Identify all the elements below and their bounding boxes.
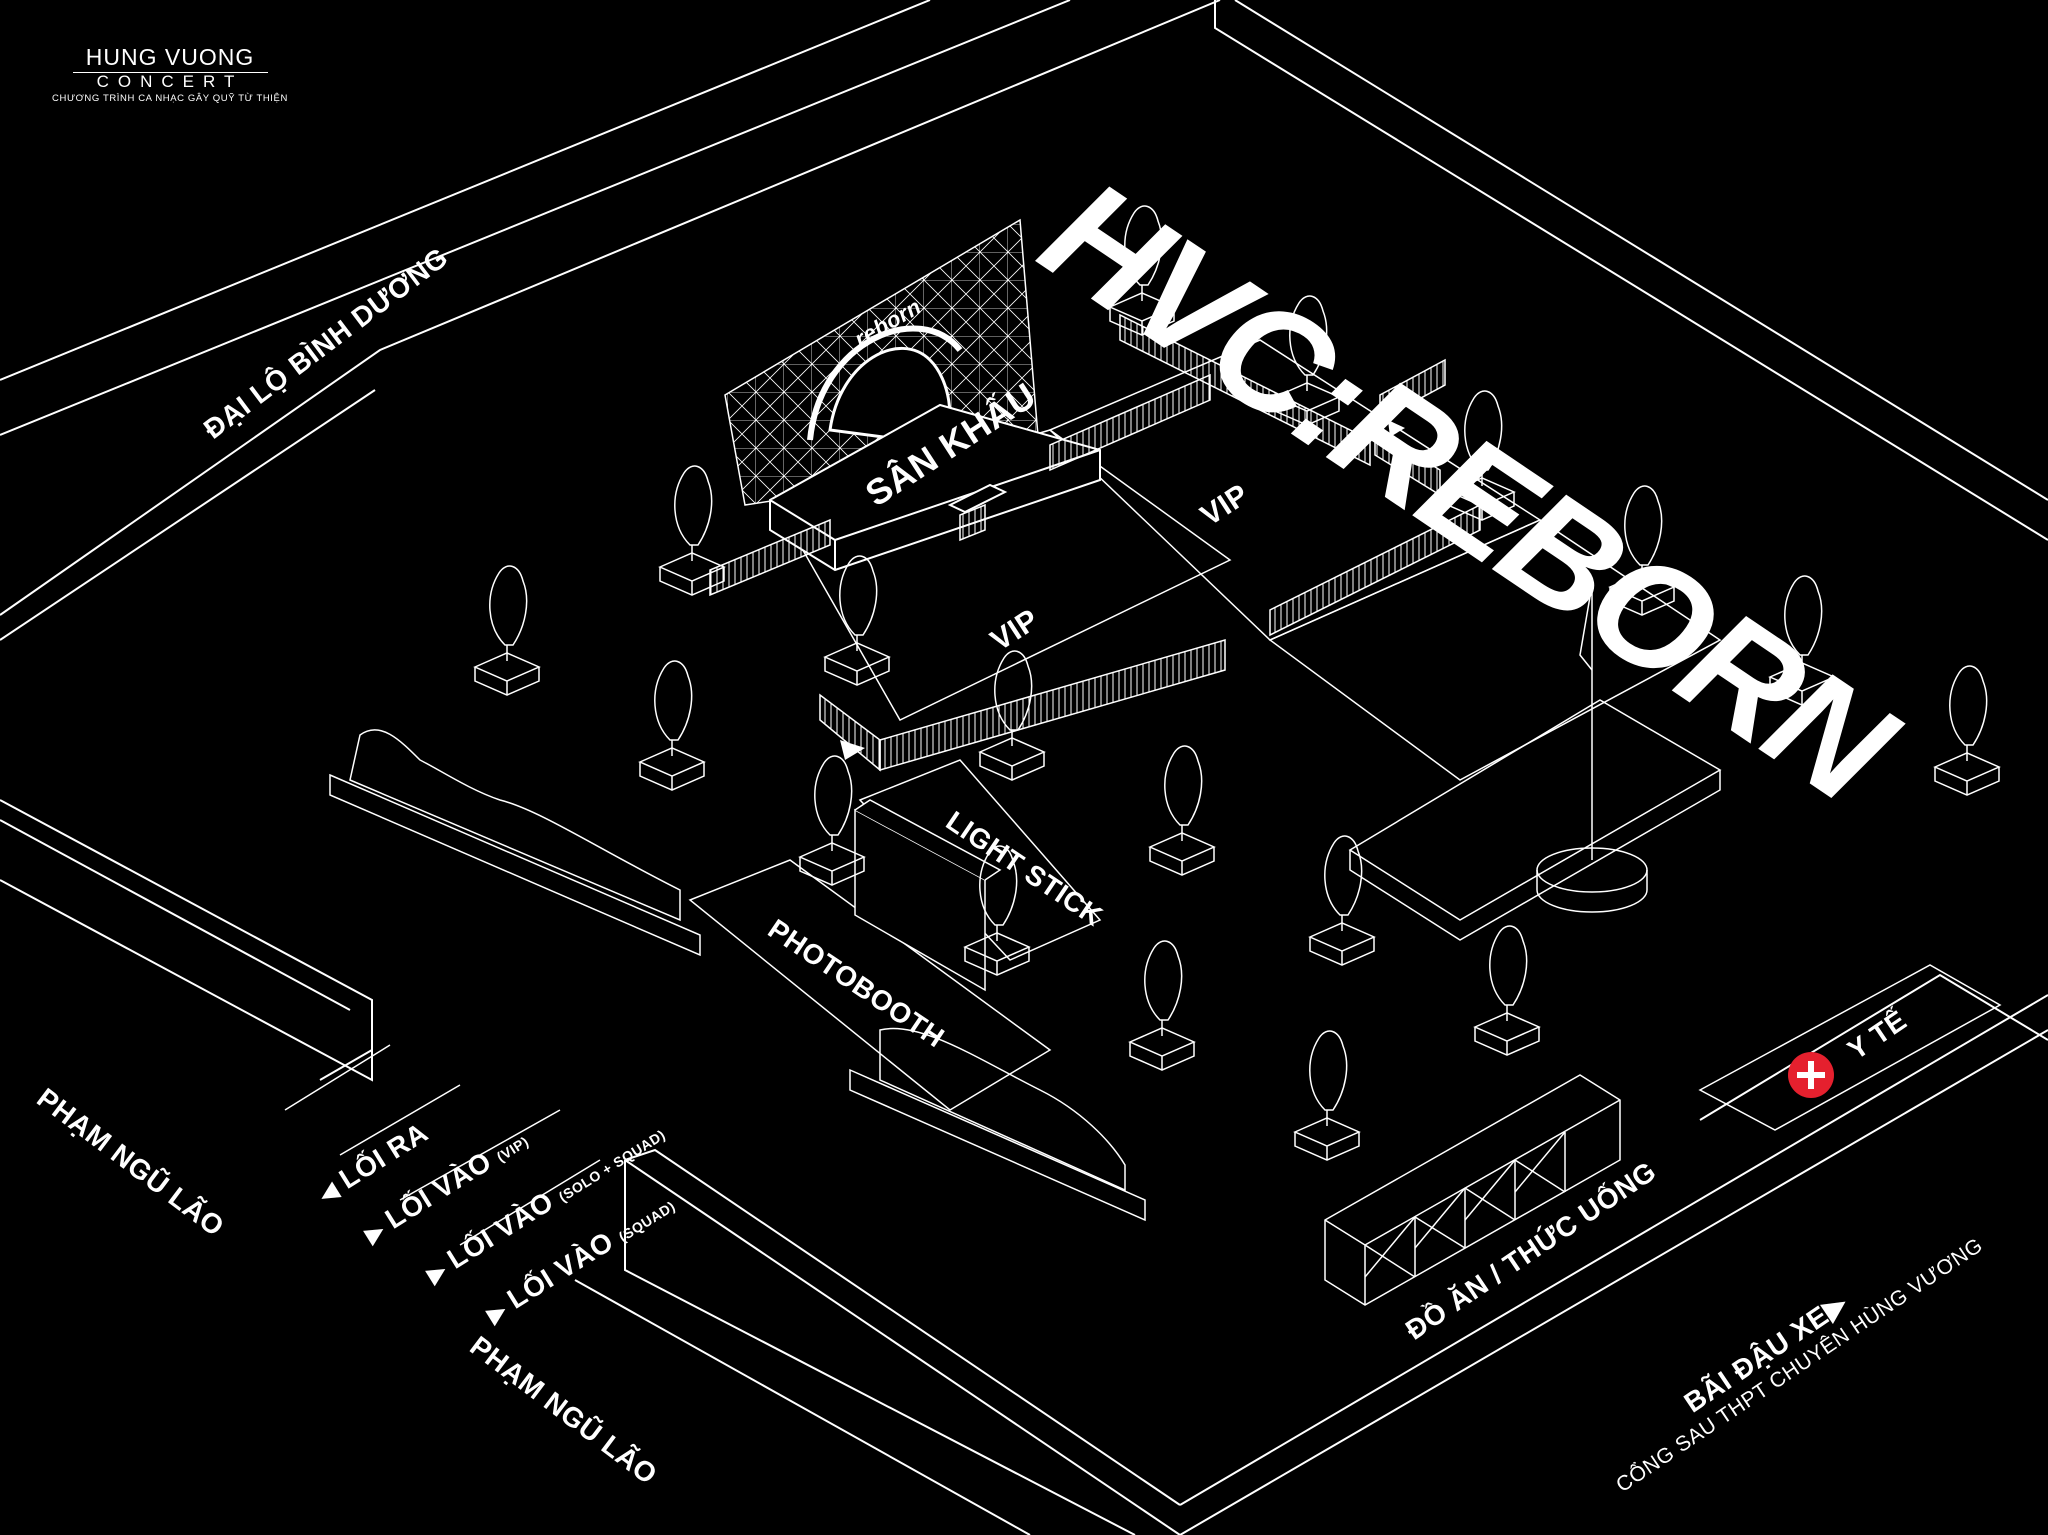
- logo-line1: HUNG VUONG: [85, 44, 255, 70]
- hung-vuong-concert-logo: HUNG VUONG CONCERT CHƯƠNG TRÌNH CA NHẠC …: [40, 44, 300, 104]
- stage-platform: [769, 403, 1101, 572]
- gate-dividers: [284, 1044, 601, 1246]
- logo-line3: CHƯƠNG TRÌNH CA NHẠC GÂY QUỸ TỪ THIỆN: [52, 93, 288, 104]
- medical-cross-icon: [1788, 1052, 1834, 1098]
- logo-line2: CONCERT: [96, 72, 244, 91]
- food-stalls: [1324, 1074, 1621, 1306]
- barricades: [709, 313, 1481, 772]
- hedges: [329, 729, 1146, 1222]
- entry-arrows: [840, 420, 1405, 760]
- photobooth-structure: [854, 799, 1002, 992]
- flag-pole: [1536, 580, 1648, 913]
